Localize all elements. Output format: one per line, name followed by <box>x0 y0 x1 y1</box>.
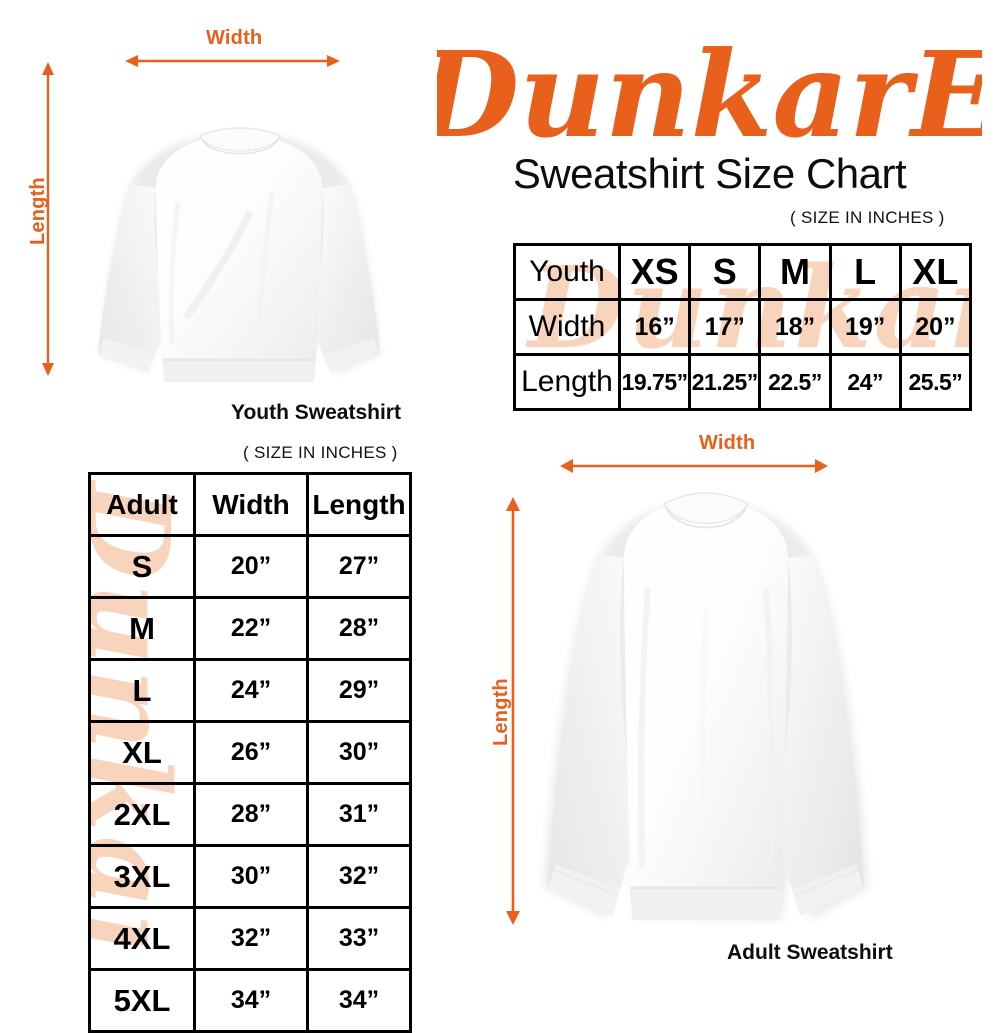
youth-length-xs: 19.75” <box>617 353 692 411</box>
adult-length-arrow <box>506 497 520 925</box>
adult-header-length: Length <box>306 472 412 537</box>
adult-header-adult: Adult <box>88 472 196 537</box>
table-row: XL 26” 30” <box>88 720 412 785</box>
adult-size-cell: M <box>88 596 196 661</box>
youth-length-label: Length <box>27 177 49 245</box>
brand-logo-text: DunkarE <box>437 26 982 164</box>
adult-width-arrow <box>560 459 828 473</box>
adult-size-note: ( SIZE IN INCHES ) <box>243 443 398 462</box>
adult-size-cell: 5XL <box>88 968 196 1033</box>
table-row: Width 16” 17” 18” 19” 20” <box>513 298 973 356</box>
youth-length-arrow <box>42 62 54 376</box>
adult-length-cell: 34” <box>306 968 412 1033</box>
adult-length-cell: 27” <box>306 534 412 599</box>
table-row: 5XL 34” 34” <box>88 968 412 1033</box>
brand-logo-svg: DunkarE <box>437 26 982 164</box>
youth-width-arrow <box>125 55 340 67</box>
table-row: 2XL 28” 31” <box>88 782 412 847</box>
table-row: 3XL 30” 32” <box>88 844 412 909</box>
youth-width-label: Width <box>206 27 263 49</box>
youth-width-m: 18” <box>758 298 832 356</box>
youth-row-label-width: Width <box>513 298 621 356</box>
adult-width-cell: 32” <box>193 906 309 971</box>
table-row: S 20” 27” <box>88 534 412 599</box>
adult-sweatshirt-caption: Adult Sweatshirt <box>727 941 893 964</box>
table-row: Length 19.75” 21.25” 22.5” 24” 25.5” <box>513 353 973 411</box>
youth-length-l: 24” <box>828 353 902 411</box>
adult-length-cell: 29” <box>306 658 412 723</box>
youth-col-l: L <box>828 243 902 301</box>
table-row: Adult Width Length <box>88 472 412 537</box>
adult-width-cell: 26” <box>193 720 309 785</box>
adult-width-cell: 22” <box>193 596 309 661</box>
youth-col-xl: XL <box>898 243 973 301</box>
adult-header-width: Width <box>193 472 309 537</box>
youth-length-xl: 25.5” <box>898 353 973 411</box>
youth-width-xl: 20” <box>898 298 973 356</box>
adult-length-cell: 32” <box>306 844 412 909</box>
youth-length-m: 22.5” <box>758 353 832 411</box>
table-row: L 24” 29” <box>88 658 412 723</box>
adult-length-label: Length <box>490 678 512 746</box>
adult-size-cell: 2XL <box>88 782 196 847</box>
youth-width-s: 17” <box>688 298 762 356</box>
youth-width-l: 19” <box>828 298 902 356</box>
youth-col-m: M <box>758 243 832 301</box>
youth-row-label-length: Length <box>513 353 621 411</box>
size-chart-page: Width Length Youth Sweatshirt DunkarE Sw… <box>27 26 982 1033</box>
youth-width-xs: 16” <box>617 298 692 356</box>
adult-length-cell: 31” <box>306 782 412 847</box>
adult-width-cell: 34” <box>193 968 309 1033</box>
adult-size-cell: XL <box>88 720 196 785</box>
youth-row-label-youth: Youth <box>513 243 621 301</box>
adult-width-cell: 30” <box>193 844 309 909</box>
adult-width-label: Width <box>699 432 756 454</box>
youth-size-table: Youth XS S M L XL Width 16” 17” 18” 19” … <box>513 243 973 411</box>
youth-col-xs: XS <box>617 243 692 301</box>
youth-sweatshirt-caption: Youth Sweatshirt <box>231 401 401 424</box>
adult-size-table: Adult Width Length S 20” 27” M 22” 28” L 24” 29”… <box>88 472 412 1033</box>
adult-length-cell: 28” <box>306 596 412 661</box>
adult-sweatshirt-illustration <box>544 492 868 920</box>
adult-width-cell: 24” <box>193 658 309 723</box>
brand-logo: DunkarE <box>437 26 982 166</box>
adult-length-cell: 30” <box>306 720 412 785</box>
table-row: M 22” 28” <box>88 596 412 661</box>
youth-sweatshirt-illustration <box>98 127 380 382</box>
page-title: Sweatshirt Size Chart <box>512 150 907 197</box>
adult-width-cell: 20” <box>193 534 309 599</box>
youth-size-note: ( SIZE IN INCHES ) <box>790 208 945 227</box>
adult-size-cell: 3XL <box>88 844 196 909</box>
adult-size-cell: L <box>88 658 196 723</box>
table-row: Youth XS S M L XL <box>513 243 973 301</box>
adult-size-cell: S <box>88 534 196 599</box>
youth-length-s: 21.25” <box>688 353 762 411</box>
youth-col-s: S <box>688 243 762 301</box>
adult-length-cell: 33” <box>306 906 412 971</box>
adult-width-cell: 28” <box>193 782 309 847</box>
table-row: 4XL 32” 33” <box>88 906 412 971</box>
adult-size-cell: 4XL <box>88 906 196 971</box>
